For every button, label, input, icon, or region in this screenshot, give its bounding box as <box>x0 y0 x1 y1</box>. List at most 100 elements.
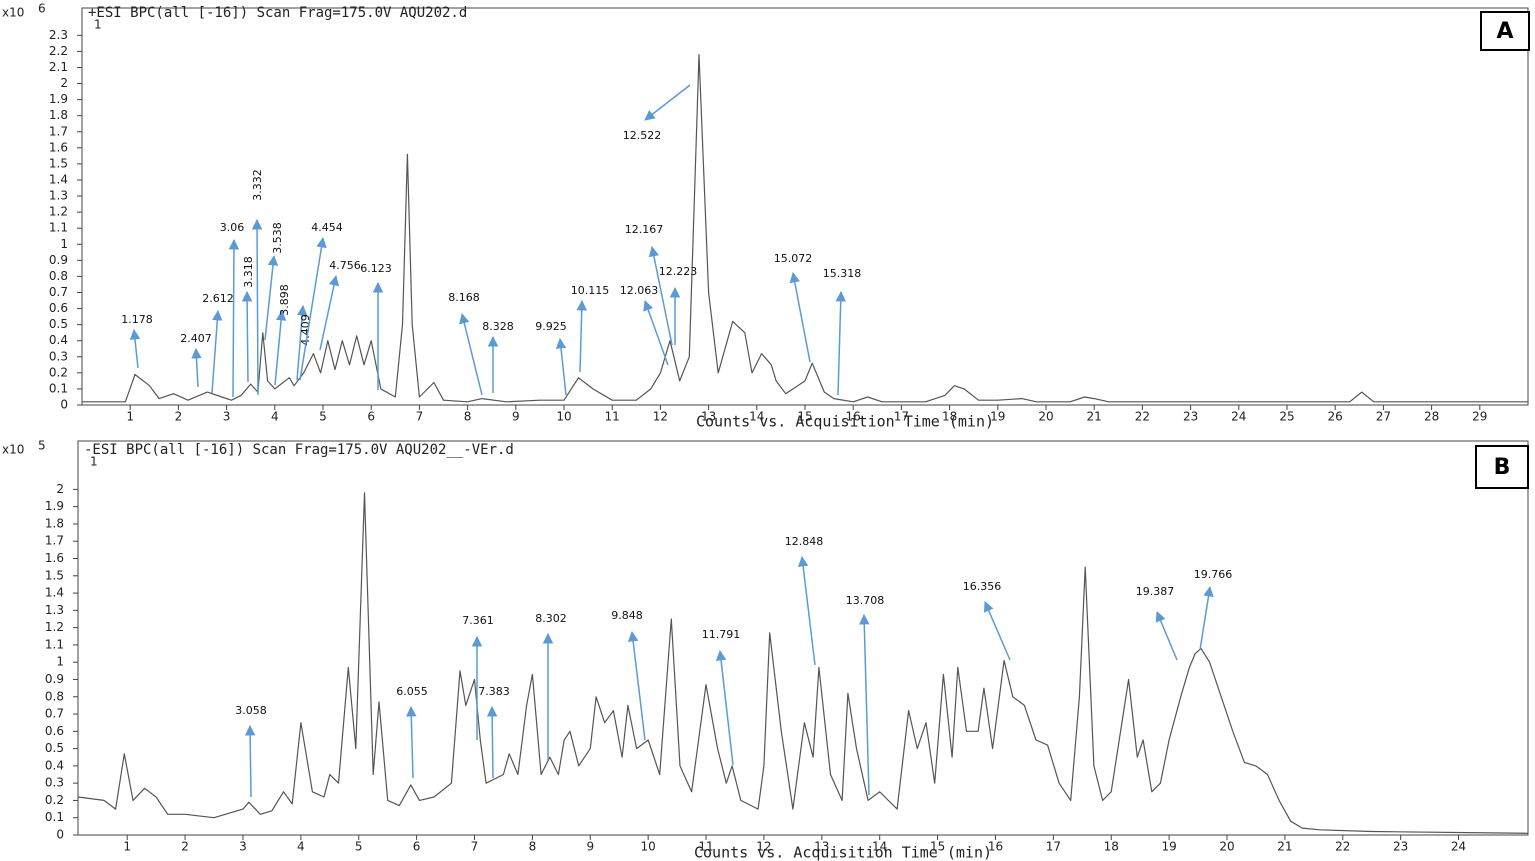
annotation-arrow <box>244 724 256 798</box>
x-tick-label: 22 <box>1135 410 1150 424</box>
peak-label: 19.766 <box>1194 568 1233 581</box>
annotation-arrow <box>459 312 483 396</box>
peak-label: 9.925 <box>535 320 567 333</box>
y-tick-label: 1.1 <box>49 221 68 235</box>
annotation-arrow <box>129 328 141 369</box>
x-tick-label: 4 <box>297 840 305 854</box>
peak-label: 4.756 <box>329 259 361 272</box>
x-tick-label: 17 <box>1046 840 1061 854</box>
x-tick-label: 22 <box>1335 840 1350 854</box>
annotation-arrow <box>228 238 240 398</box>
x-tick-label: 21 <box>1087 410 1102 424</box>
y-tick-label: 0.4 <box>49 333 68 347</box>
y-tick-label: 0.7 <box>49 285 68 299</box>
annotation-arrow <box>644 84 691 121</box>
x-axis-label: Counts vs. Acquisition Time (min) <box>694 844 992 861</box>
annotation-arrow <box>576 299 587 373</box>
annotation-arrow <box>211 309 223 394</box>
y-tick-label: 0.8 <box>45 689 64 703</box>
peak-label: 1.178 <box>121 313 153 326</box>
annotation-arrow <box>241 290 253 383</box>
x-tick-label: 7 <box>471 840 479 854</box>
y-exponent: 6 <box>38 2 46 16</box>
peak-label: 4.454 <box>311 221 343 234</box>
peak-label: 16.356 <box>963 580 1002 593</box>
y-tick-label: 1.8 <box>49 108 68 122</box>
trace <box>82 53 1528 403</box>
peak-label: 7.361 <box>462 614 494 627</box>
peak-label: 3.332 <box>251 169 264 201</box>
y-tick-label: 0.5 <box>45 741 64 755</box>
x-tick-label: 23 <box>1183 410 1198 424</box>
x-tick-label: 24 <box>1451 840 1466 854</box>
y-tick-label: 2 <box>56 482 64 496</box>
y-tick-label: 1.8 <box>45 516 64 530</box>
peak-label: 15.318 <box>823 267 862 280</box>
peak-label: 13.708 <box>846 594 885 607</box>
y-tick-label: 1.3 <box>45 603 64 617</box>
peak-label: 11.791 <box>702 628 741 641</box>
peak-label: 10.115 <box>571 284 610 297</box>
y-tick-label: 0.5 <box>49 317 68 331</box>
annotation-arrow <box>406 705 417 779</box>
annotation-arrow <box>835 290 846 396</box>
y-tick-label: 1 <box>56 655 64 669</box>
annotation-arrow <box>1155 611 1178 661</box>
x-tick-label: 20 <box>1038 410 1053 424</box>
x-tick-label: 24 <box>1231 410 1246 424</box>
annotation-arrow <box>648 245 673 346</box>
x-axis-label: Counts vs. Acquisition Time (min) <box>696 413 994 431</box>
annotation-arrow <box>319 274 340 351</box>
x-tick-label: 25 <box>1279 410 1294 424</box>
annotation-arrow <box>789 271 811 363</box>
y-tick-label: 1.2 <box>49 205 68 219</box>
plot-frame <box>77 440 1529 836</box>
y-tick-label: 2.1 <box>49 60 68 74</box>
x-tick-label: 1 <box>123 840 131 854</box>
annotation-arrow <box>1199 585 1214 651</box>
peak-label: 2.612 <box>202 292 234 305</box>
x-tick-label: 2 <box>175 410 183 424</box>
y-tick-label: 1.6 <box>45 551 64 565</box>
y-tick-label: 1.1 <box>45 637 64 651</box>
panel-box <box>1480 11 1530 51</box>
y-tick-label: 1.7 <box>45 534 64 548</box>
x-tick-label: 2 <box>181 840 189 854</box>
y-tick-label: 1.3 <box>49 189 68 203</box>
y-tick-label: 1.9 <box>49 92 68 106</box>
x-tick-label: 12 <box>653 410 668 424</box>
peak-label: 2.407 <box>180 332 212 345</box>
x-tick-label: 20 <box>1219 840 1234 854</box>
y-tick-label: 0 <box>56 828 64 842</box>
y-tick-label: 0.6 <box>45 724 64 738</box>
y-tick-label: 1.4 <box>49 172 68 186</box>
annotation-arrow <box>274 309 287 386</box>
peak-label: 8.302 <box>535 612 567 625</box>
y-tick-label: 1.5 <box>49 156 68 170</box>
y-tick-label: 0.6 <box>49 301 68 315</box>
chart-panel: +ESI BPC(all [-16]) Scan Frag=175.0V AQU… <box>2 2 1530 431</box>
panel-label: A <box>1496 19 1513 44</box>
y-tick-label: 2 <box>60 76 68 90</box>
annotation-arrow <box>859 613 870 796</box>
y-tick-label: 0.1 <box>49 381 68 395</box>
x-tick-label: 3 <box>223 410 231 424</box>
peak-label: 6.123 <box>360 262 392 275</box>
peak-label: 19.387 <box>1136 585 1175 598</box>
x-tick-label: 14 <box>872 840 887 854</box>
x-tick-label: 12 <box>756 840 771 854</box>
peak-label: 8.168 <box>448 291 480 304</box>
y-tick-label: 0.7 <box>45 707 64 721</box>
x-tick-label: 27 <box>1376 410 1391 424</box>
x-tick-label: 16 <box>988 840 1003 854</box>
y-unit: x10 <box>2 6 24 20</box>
x-tick-label: 29 <box>1472 410 1487 424</box>
x-tick-label: 11 <box>605 410 620 424</box>
x-tick-label: 9 <box>586 840 594 854</box>
peak-label: 6.055 <box>396 685 428 698</box>
x-tick-label: 15 <box>797 410 812 424</box>
y-tick-label: 0.2 <box>45 793 64 807</box>
x-tick-label: 19 <box>990 410 1005 424</box>
